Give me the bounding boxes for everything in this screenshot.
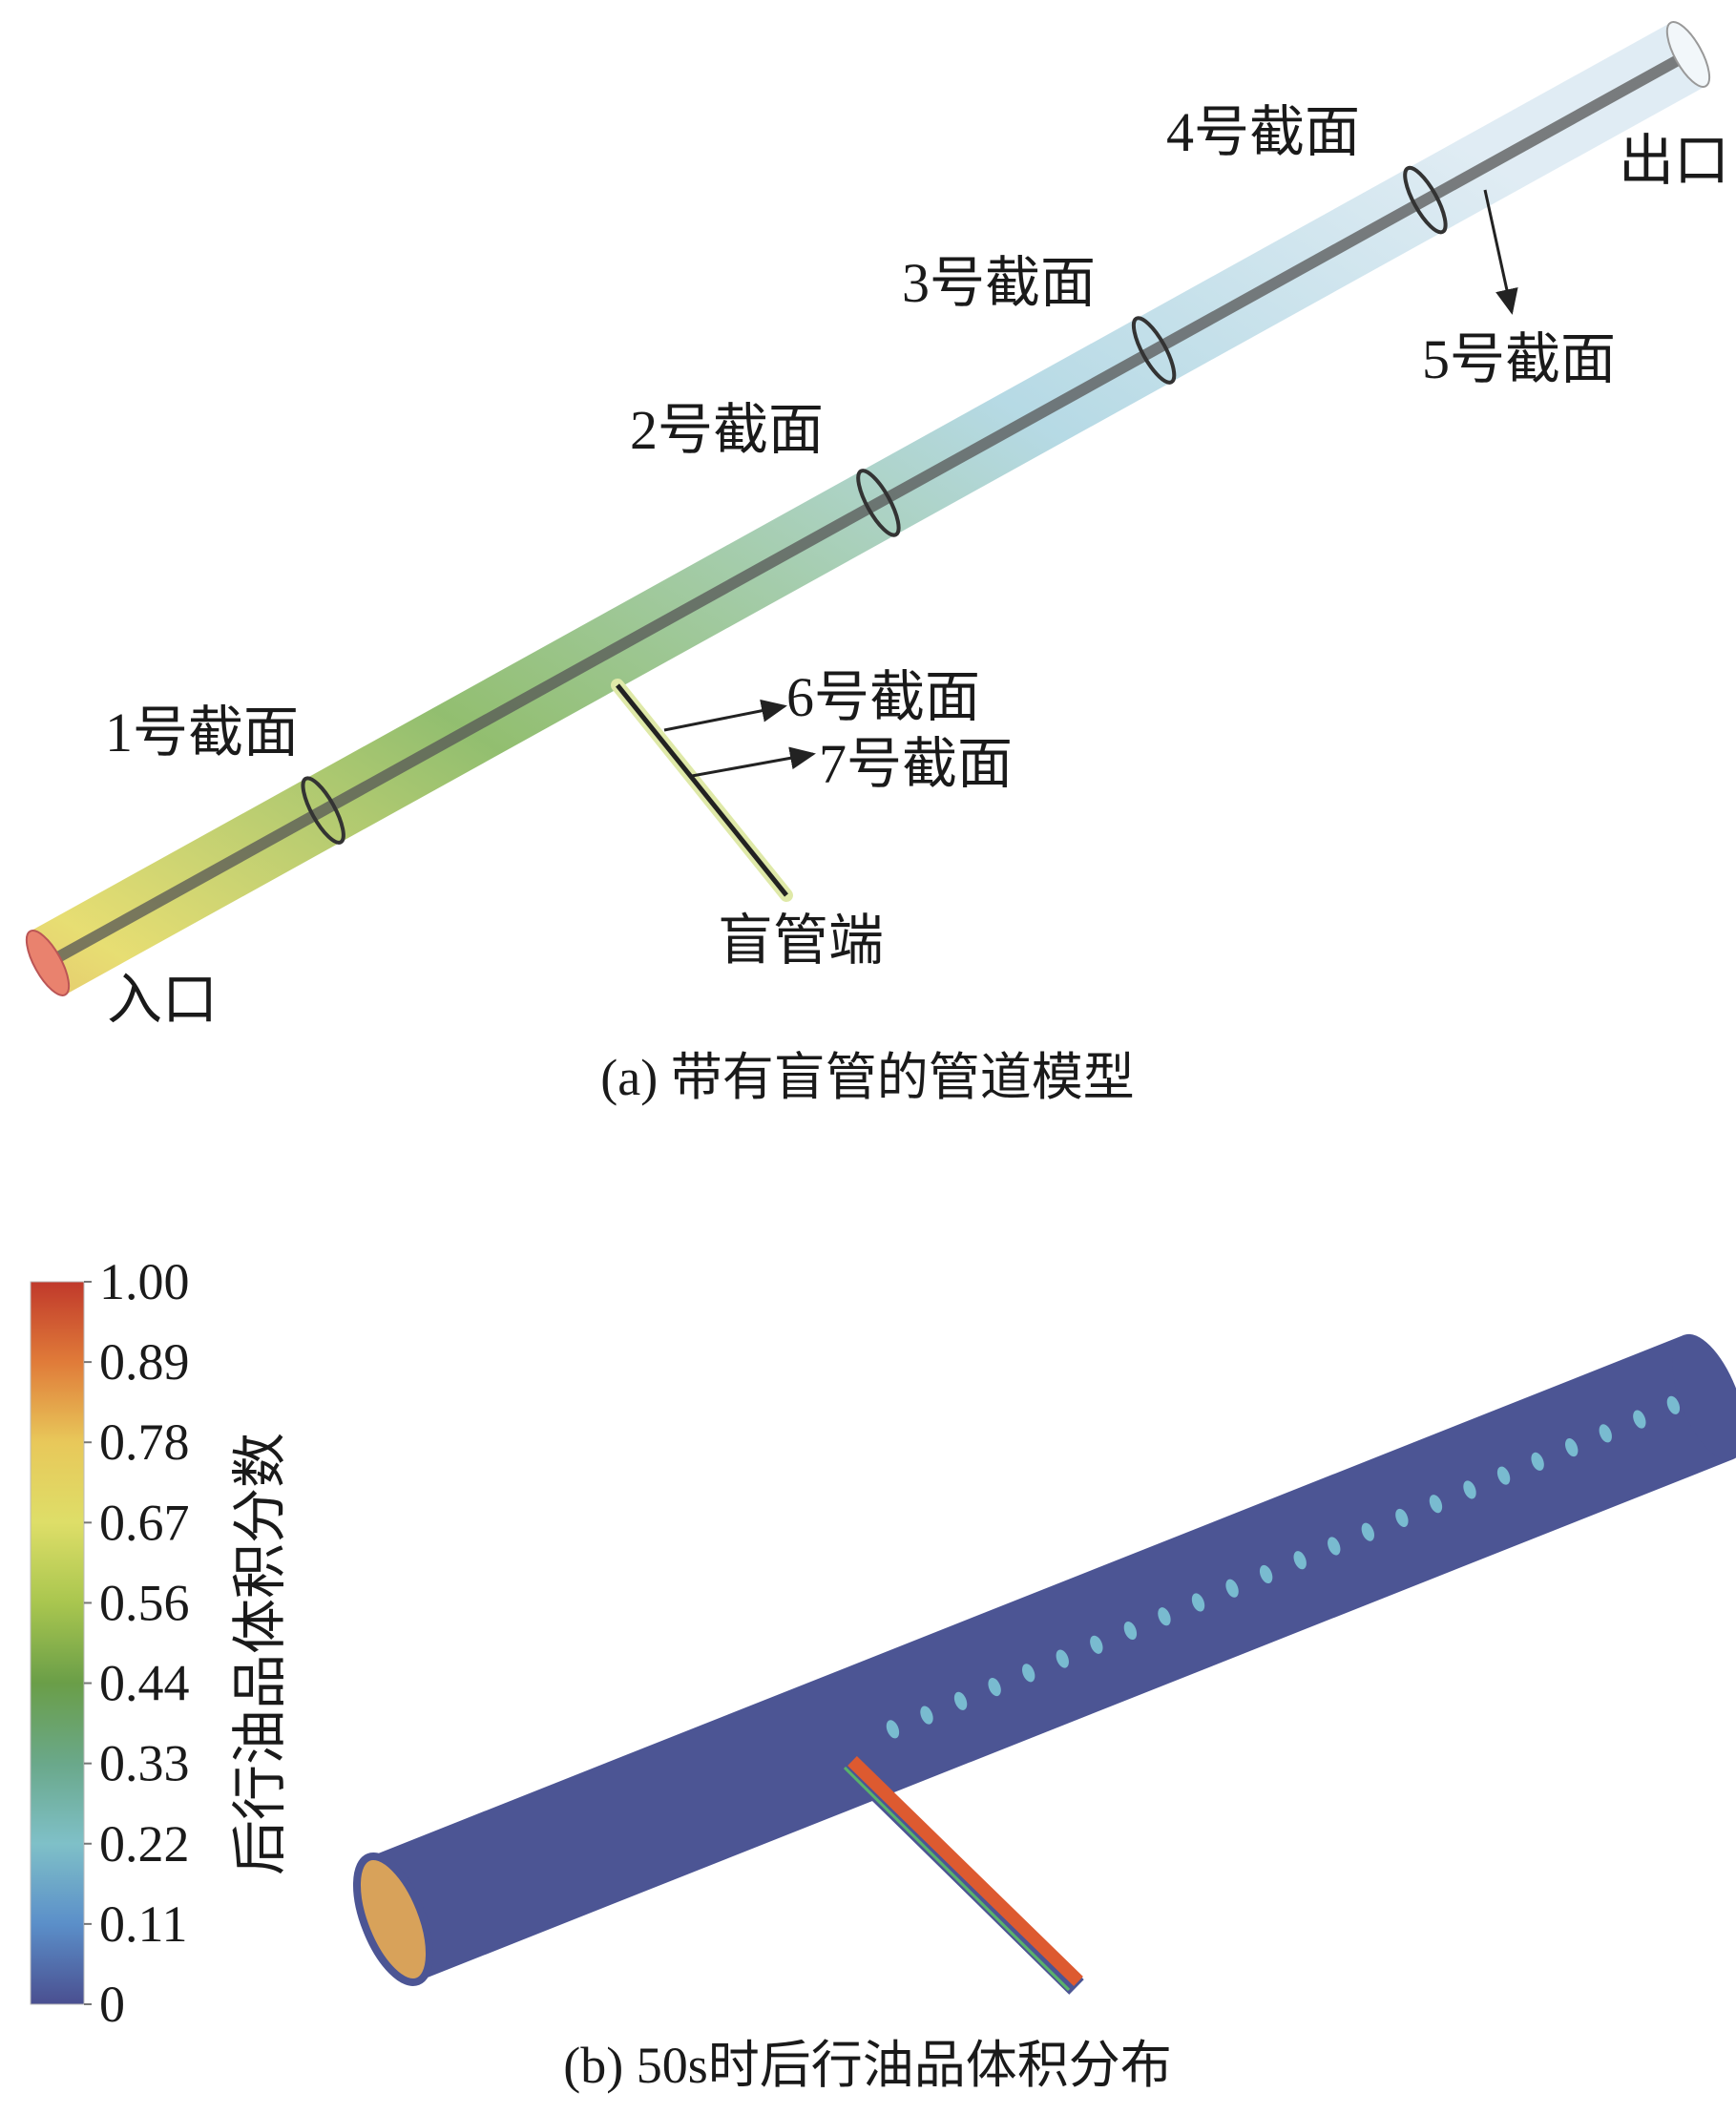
oil-droplet	[1463, 1480, 1476, 1499]
oil-droplet	[1531, 1452, 1544, 1471]
oil-droplet	[988, 1677, 1001, 1697]
oil-droplet	[1395, 1508, 1409, 1527]
outlet-face	[1665, 21, 1711, 88]
section-4-label: 4号截面	[1166, 101, 1360, 163]
oil-droplet	[1056, 1649, 1069, 1668]
pipe-model-diagram: 1号截面 2号截面 3号截面 4号截面 5号截面 6号截面 7号截面 出口 入口…	[25, 21, 1729, 1106]
oil-droplet	[953, 1691, 968, 1710]
oil-droplet	[1599, 1424, 1612, 1443]
blind-end-label: 盲管端	[718, 910, 884, 972]
colorbar-tick-label: 0.78	[99, 1413, 190, 1471]
oil-droplet	[1496, 1466, 1511, 1485]
colorbar-tick-label: 0.22	[99, 1815, 190, 1873]
oil-droplet	[1361, 1522, 1375, 1541]
oil-droplet	[1633, 1410, 1646, 1429]
oil-droplet	[1429, 1495, 1443, 1514]
oil-droplet	[1090, 1635, 1103, 1654]
section-3-ring	[1131, 316, 1177, 385]
section-5-arrow	[1483, 189, 1518, 315]
inlet-face	[352, 1852, 434, 1986]
section-7-label: 7号截面	[819, 733, 1013, 795]
oil-droplet	[1191, 1593, 1205, 1612]
section-3-label: 3号截面	[902, 252, 1096, 314]
colorbar-tick-label: 0.11	[99, 1895, 188, 1953]
outlet-face	[1672, 1333, 1736, 1460]
section-2-ring	[856, 469, 901, 537]
colorbar-title: 后行油品体积分数	[229, 1433, 291, 1875]
main-pipe	[25, 21, 1711, 996]
colorbar: 1.00 0.89 0.78 0.67 0.56 0.44 0.33 0.22 0.11 0	[30, 1253, 190, 2033]
colorbar-tick-label: 0.89	[99, 1333, 190, 1391]
oil-droplet	[1225, 1579, 1239, 1598]
colorbar-tick-label: 0.44	[99, 1655, 190, 1712]
section-2-label: 2号截面	[630, 399, 824, 461]
colorbar-tick-label: 0.33	[99, 1735, 190, 1792]
section-6-label: 6号截面	[786, 666, 980, 728]
oil-droplet	[1328, 1537, 1341, 1556]
section-4-ring	[1403, 165, 1448, 235]
oil-droplet	[920, 1706, 933, 1725]
oil-droplet	[1123, 1621, 1138, 1641]
colorbar-tick-label: 0.56	[99, 1574, 190, 1631]
oil-droplet	[1259, 1564, 1273, 1584]
section-1-ring	[301, 776, 345, 845]
blind-pipe	[611, 679, 793, 902]
oil-droplet	[1158, 1607, 1171, 1626]
inlet-label: 入口	[107, 969, 218, 1031]
oil-droplet	[1666, 1395, 1681, 1414]
caption-b: (b) 50s时后行油品体积分布	[563, 2037, 1171, 2094]
colorbar-tick-label: 0	[99, 1976, 125, 2033]
oil-droplet	[1565, 1438, 1579, 1457]
main-pipe-result	[352, 1333, 1736, 1986]
caption-a: (a) 带有盲管的管道模型	[600, 1049, 1134, 1106]
oil-droplet	[1293, 1551, 1307, 1570]
oil-droplet	[1022, 1664, 1035, 1683]
colorbar-tick-label: 1.00	[99, 1253, 190, 1310]
blind-pipe-result	[842, 1755, 1084, 1995]
section-7-arrow	[691, 746, 816, 778]
inlet-face	[25, 930, 71, 996]
outlet-label: 出口	[1619, 130, 1729, 192]
oil-droplet	[886, 1720, 900, 1739]
colorbar-tick-label: 0.67	[99, 1494, 190, 1551]
section-6-arrow	[663, 699, 787, 732]
section-5-label: 5号截面	[1422, 328, 1616, 390]
section-1-label: 1号截面	[105, 701, 299, 764]
volume-fraction-plot: 1.00 0.89 0.78 0.67 0.56 0.44 0.33 0.22 0.11 0 后行…	[30, 1253, 1736, 2094]
